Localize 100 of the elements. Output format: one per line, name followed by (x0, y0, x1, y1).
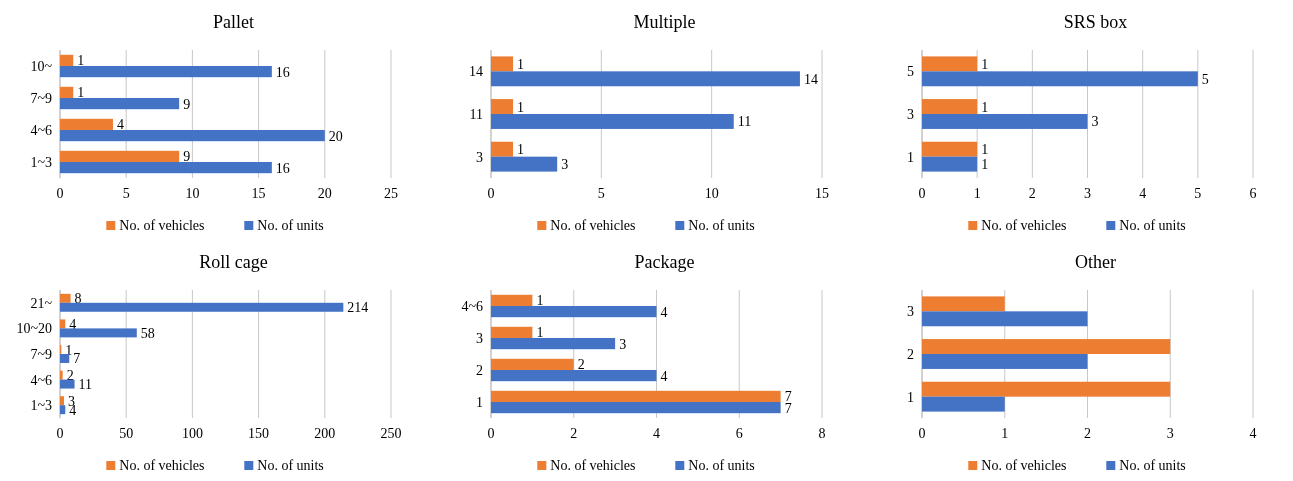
data-label: 1 (981, 56, 989, 72)
legend-label: No. of units (688, 458, 755, 473)
x-tick-label: 5 (597, 186, 605, 201)
data-label: 2 (66, 368, 74, 384)
legend-label: No. of units (1119, 218, 1186, 233)
x-tick-label: 200 (314, 426, 336, 441)
x-tick-label: 20 (317, 186, 332, 201)
bar (922, 381, 1171, 397)
bar (60, 150, 180, 162)
data-label: 4 (660, 304, 668, 320)
bar (60, 118, 113, 130)
y-tick-label: 10~20 (16, 321, 52, 337)
y-tick-label: 4~6 (30, 123, 52, 138)
y-tick-label: 4~6 (30, 372, 52, 388)
data-label: 9 (183, 149, 191, 165)
bar (60, 405, 66, 415)
x-tick-label: 2 (570, 426, 578, 441)
bar (60, 162, 272, 174)
data-label: 1 (517, 99, 525, 115)
x-tick-label: 0 (487, 186, 495, 201)
bar (60, 370, 63, 380)
y-tick-label: 1 (907, 149, 914, 165)
chart-title: Pallet (213, 12, 254, 32)
bar (491, 370, 657, 382)
bar (922, 311, 1088, 327)
bar (60, 86, 74, 98)
bar (60, 54, 74, 66)
bar (922, 339, 1171, 354)
legend-label: No. of vehicles (981, 458, 1067, 473)
x-tick-label: 100 (181, 426, 203, 441)
y-tick-label: 1 (907, 389, 914, 405)
bar (60, 293, 71, 303)
bar (922, 56, 978, 72)
data-label: 5 (1201, 71, 1209, 87)
x-tick-label: 1 (1001, 426, 1009, 441)
x-tick-label: 6 (735, 426, 743, 441)
data-label: 16 (275, 64, 290, 80)
data-label: 20 (328, 128, 343, 144)
x-tick-label: 0 (56, 186, 64, 201)
data-label: 4 (116, 117, 124, 133)
data-label: 1 (517, 56, 525, 72)
data-label: 1 (77, 85, 85, 101)
x-tick-label: 1 (973, 186, 981, 201)
x-tick-label: 2 (1028, 186, 1036, 201)
bar (922, 296, 1005, 312)
bar (491, 71, 800, 87)
chart-title: Other (1075, 252, 1116, 272)
x-tick-label: 250 (380, 426, 402, 441)
x-tick-label: 5 (122, 186, 130, 201)
x-tick-label: 4 (1249, 426, 1257, 441)
y-tick-label: 3 (476, 331, 483, 346)
bar (922, 354, 1088, 369)
x-tick-label: 0 (56, 426, 64, 441)
data-label: 7 (784, 400, 792, 416)
data-label: 1 (981, 99, 989, 115)
bar (922, 141, 978, 157)
data-label: 7 (73, 351, 81, 367)
data-label: 58 (140, 325, 155, 341)
bar (491, 402, 781, 414)
legend-label: No. of vehicles (119, 458, 205, 473)
legend-label: No. of vehicles (981, 218, 1067, 233)
bar (491, 294, 533, 306)
x-tick-label: 3 (1084, 186, 1091, 201)
bar (491, 141, 514, 157)
x-tick-label: 2 (1084, 426, 1091, 441)
y-tick-label: 11 (469, 107, 483, 122)
legend-label: No. of units (688, 218, 755, 233)
y-tick-label: 2 (907, 347, 914, 362)
y-tick-label: 5 (907, 64, 914, 80)
y-tick-label: 3 (907, 304, 914, 320)
x-tick-label: 8 (818, 426, 826, 441)
data-label: 14 (803, 71, 818, 87)
bar (60, 379, 75, 389)
data-label: 16 (275, 160, 290, 176)
data-label: 8 (74, 291, 82, 307)
bar (60, 396, 64, 406)
chart-title: SRS box (1063, 12, 1128, 32)
bar (491, 338, 616, 350)
x-tick-label: 150 (248, 426, 270, 441)
bar (60, 354, 70, 363)
y-tick-label: 4~6 (461, 299, 483, 314)
y-tick-label: 2 (476, 363, 483, 378)
y-tick-label: 3 (476, 149, 483, 165)
x-tick-label: 5 (1194, 186, 1202, 201)
data-label: 1 (981, 157, 989, 173)
bar (491, 358, 574, 370)
data-label: 1 (981, 142, 989, 158)
bar (491, 326, 533, 338)
data-label: 3 (561, 157, 569, 173)
y-tick-label: 1 (476, 395, 483, 410)
x-tick-label: 4 (1139, 186, 1147, 201)
bar (491, 306, 657, 318)
data-label: 3 (619, 336, 627, 352)
bar (60, 319, 66, 329)
bar (491, 56, 514, 72)
data-label: 2 (577, 357, 585, 373)
x-tick-label: 50 (119, 426, 134, 441)
x-tick-label: 0 (918, 186, 926, 201)
bar (60, 130, 325, 142)
chart-title: Package (634, 252, 695, 272)
